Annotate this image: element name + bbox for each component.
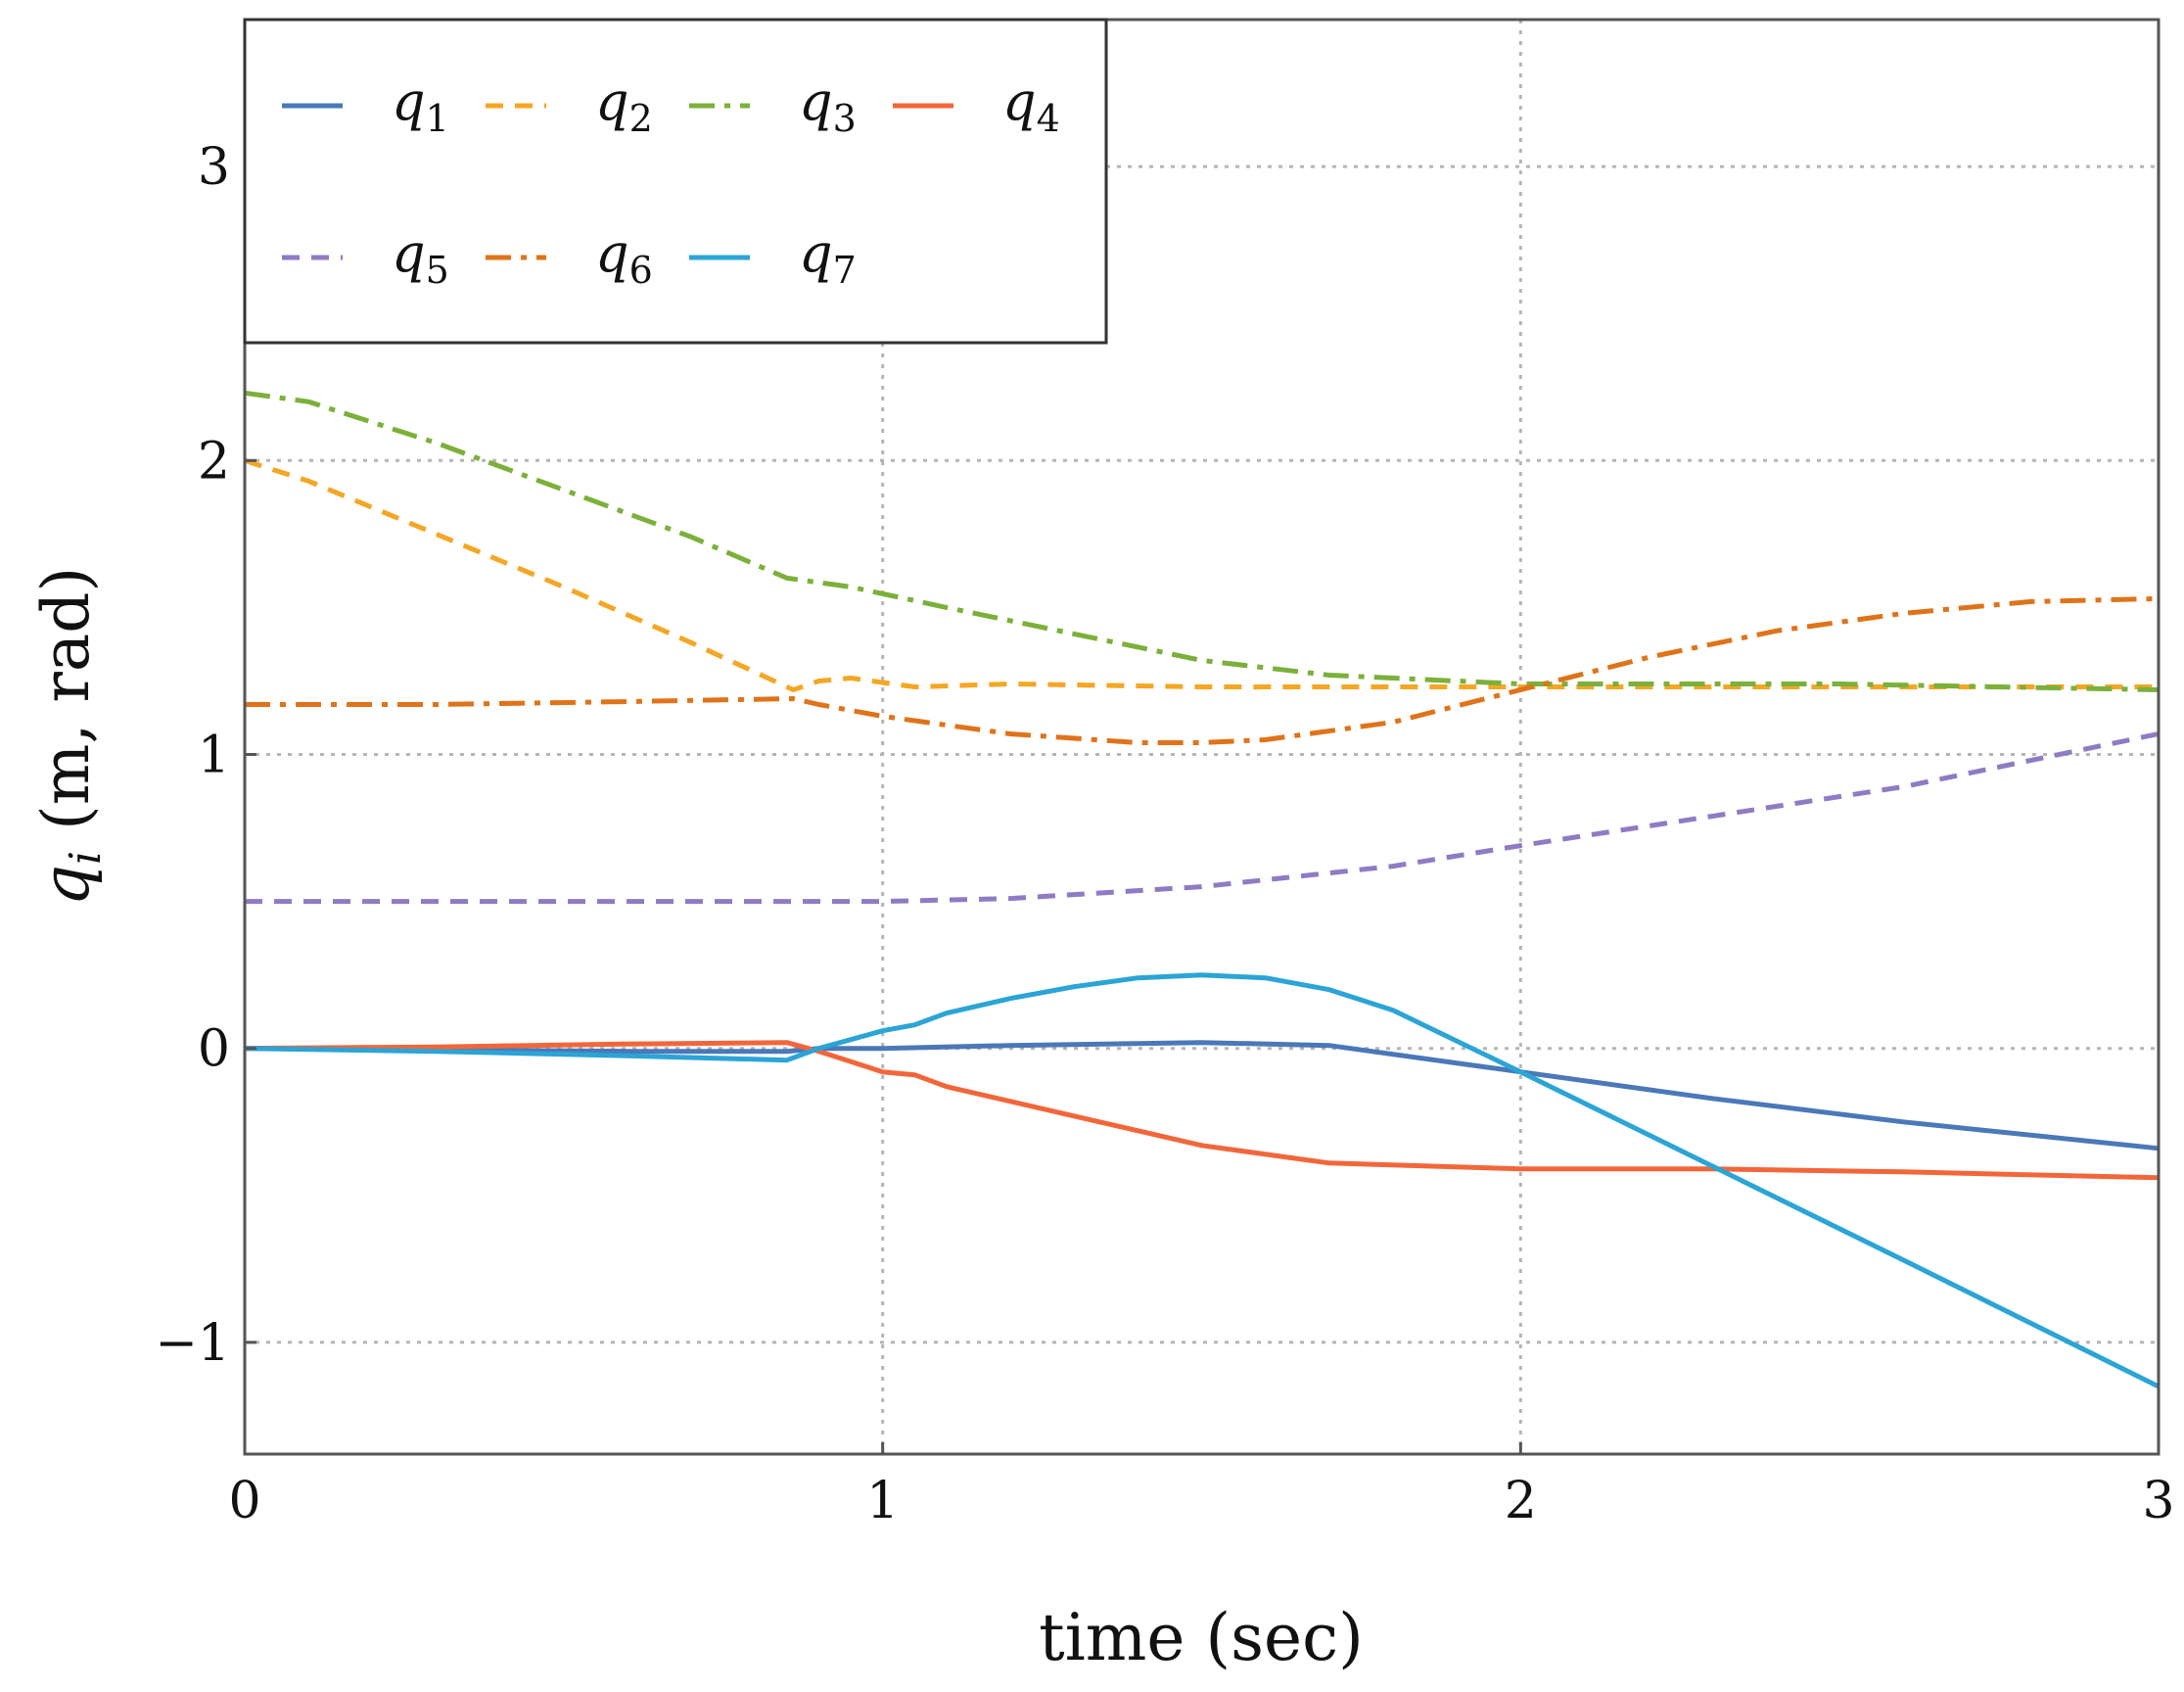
series-line-q3 [244,390,2160,692]
legend-label-sub: 6 [629,249,653,292]
legend-label-sub: 4 [1037,97,1060,140]
legend-label-main: q [799,70,833,132]
legend-label-sub: 5 [426,249,449,292]
legend-label-q2: q2 [595,70,653,140]
legend-label-q5: q5 [392,222,449,292]
y-tick-label: 0 [198,1020,230,1079]
y-tick-label: 2 [198,432,230,491]
series-line-q6 [245,595,2160,745]
series-line-q7 [244,972,2161,1389]
x-tick-label: 2 [1505,1472,1537,1530]
legend-label-sub: 7 [833,249,857,292]
legend-label-q1: q1 [392,70,449,140]
legend-label-sub: 3 [833,97,857,140]
legend-label-main: q [595,222,629,284]
x-tick-label: 3 [2142,1472,2174,1530]
legend-label-sub: 2 [629,97,653,140]
legend-label-main: q [1002,70,1037,132]
legend-label-main: q [392,70,426,132]
legend-label-sub: 1 [426,97,449,140]
y-axis-title-sub: i [61,851,111,865]
legend-label-q4: q4 [1002,70,1060,140]
y-tick-label: 1 [198,727,230,785]
legend-label-q6: q6 [595,222,653,292]
legend-box [243,18,1108,345]
y-axis-title-rest: (m, rad) [28,567,104,851]
series-line-q5 [245,731,2160,905]
x-tick-label: 0 [228,1472,260,1530]
y-axis-title-main: q [28,865,104,906]
legend-label-main: q [595,70,629,132]
legend-label-q3: q3 [799,70,857,140]
y-axis-title: qi (m, rad) [28,567,111,907]
ticks: 0 1 2 3 −1 0 1 2 3 [155,138,2174,1530]
x-tick-label: 1 [866,1472,899,1530]
series-line-q2 [244,457,2159,692]
series-line-q1 [244,1040,2160,1152]
x-axis-title: time (sec) [1039,1600,1364,1675]
y-tick-label: −1 [155,1314,230,1373]
series-line-q4 [244,1040,2160,1181]
y-tick-label: 3 [198,138,230,197]
plot-frame [243,18,2161,1456]
legend-label-main: q [799,222,833,284]
series-lines [244,390,2161,1389]
legend-label-main: q [392,222,426,284]
legend-label-q7: q7 [799,222,857,292]
